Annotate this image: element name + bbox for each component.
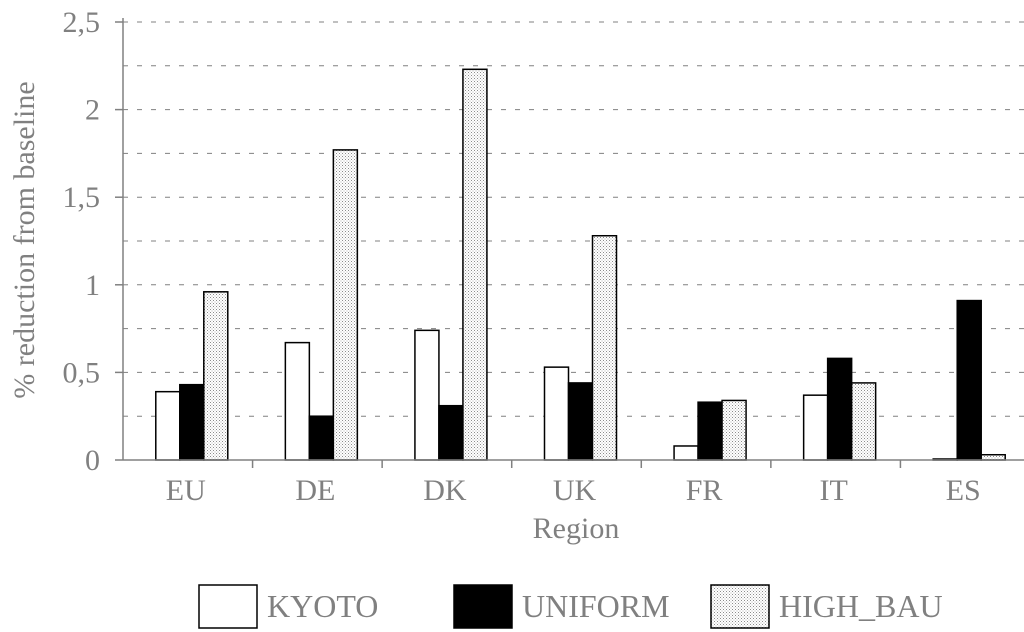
y-axis-title: % reduction from baseline <box>8 81 41 398</box>
bar-kyoto-eu <box>155 390 181 461</box>
bar-high-bau-it <box>850 382 877 461</box>
bar-kyoto-de <box>284 341 311 461</box>
bar-high-bau-eu <box>203 291 229 461</box>
x-tick-label: IT <box>819 474 847 507</box>
x-axis-title: Region <box>533 512 620 545</box>
bars <box>155 68 1006 461</box>
x-tick-label: FR <box>686 474 723 507</box>
bar-high-bau-uk <box>591 234 618 461</box>
legend-label-high-bau: HIGH_BAU <box>779 588 943 624</box>
bar-kyoto-it <box>802 394 829 461</box>
legend-label-uniform: UNIFORM <box>522 588 670 624</box>
bar-high-bau-dk <box>462 68 488 461</box>
bar-kyoto-dk <box>414 329 440 461</box>
bar-uniform-it <box>826 357 853 461</box>
bar-high-bau-es <box>980 453 1006 461</box>
y-tick-label: 0,5 <box>63 356 101 389</box>
bar-uniform-es <box>956 299 982 461</box>
bar-kyoto-fr <box>673 445 699 461</box>
y-tick-label: 1 <box>85 269 100 302</box>
y-tick-label: 1,5 <box>63 181 101 214</box>
x-tick-label: DK <box>423 474 467 507</box>
y-tick-label: 2 <box>85 94 100 127</box>
legend-swatch-high-bau <box>710 584 770 629</box>
axes <box>115 18 1024 468</box>
bar-high-bau-de <box>332 149 359 461</box>
x-tick-label: DE <box>295 474 335 507</box>
legend-swatch-kyoto <box>198 584 258 629</box>
legend-label-kyoto: KYOTO <box>267 588 378 624</box>
bar-high-bau-fr <box>721 399 747 461</box>
x-tick-label: EU <box>166 474 206 507</box>
x-tick-label: UK <box>553 474 597 507</box>
bar-uniform-de <box>308 415 335 461</box>
tick-labels: 0 0,5 1 1,5 2 2,5 EU DE DK UK FR IT ES <box>63 6 981 507</box>
bar-kyoto-uk <box>543 366 570 461</box>
x-tick-label: ES <box>946 474 981 507</box>
bar-uniform-uk <box>567 382 594 461</box>
legend: KYOTO UNIFORM HIGH_BAU <box>198 584 943 629</box>
y-tick-label: 0 <box>85 444 100 477</box>
bar-uniform-fr <box>697 401 723 461</box>
gridlines <box>123 21 1024 417</box>
legend-swatch-uniform <box>453 584 513 629</box>
bar-uniform-eu <box>179 383 205 461</box>
bar-uniform-dk <box>438 404 464 461</box>
y-tick-label: 2,5 <box>63 6 101 39</box>
